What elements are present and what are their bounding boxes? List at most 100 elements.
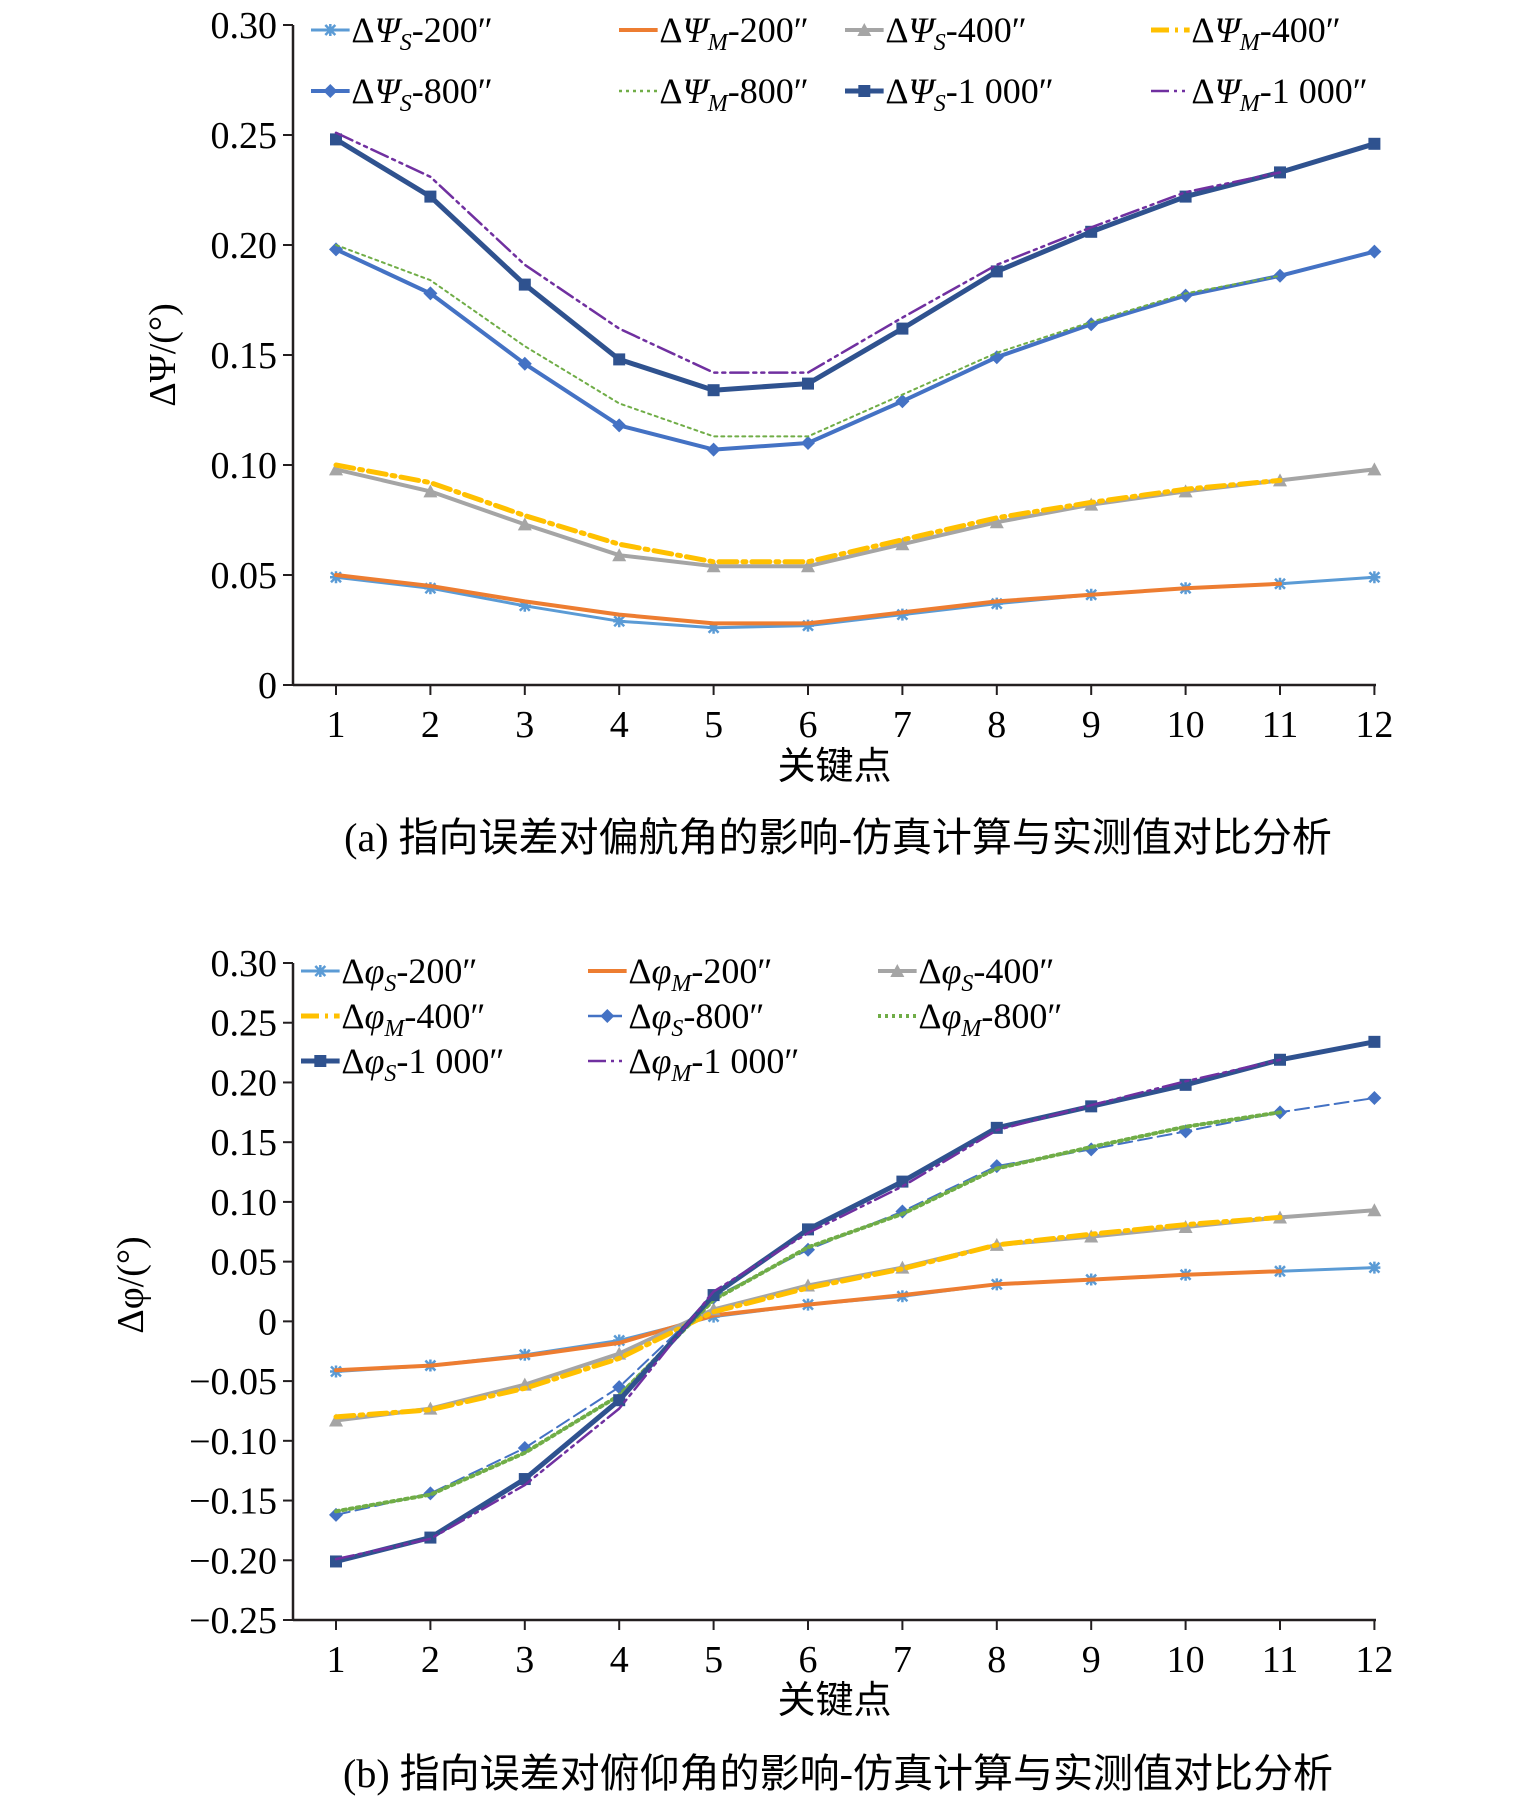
x-tick-label: 1 xyxy=(327,1639,346,1681)
x-tick-label: 8 xyxy=(987,704,1006,746)
series-b-1 xyxy=(334,1269,1282,1373)
data-point xyxy=(1367,462,1382,476)
legend-item: ΔφM-800″ xyxy=(878,996,1062,1042)
series-line xyxy=(335,244,1281,438)
legend-item: ΔΨM-1 000″ xyxy=(1151,71,1368,117)
series-a-0 xyxy=(330,571,1381,634)
data-point xyxy=(707,1289,720,1302)
data-point xyxy=(1084,317,1099,332)
legend-item: ΔφM-200″ xyxy=(588,951,772,997)
legend-label: ΔφM-200″ xyxy=(628,951,772,997)
chart-a-yaw-angle: 00.050.100.150.200.250.301 2 3 4 5 6 7 8 9 10 11 12… xyxy=(142,5,1393,788)
y-tick-label: 0.15 xyxy=(211,335,278,377)
y-tick-label: 0.05 xyxy=(211,555,278,597)
series-line xyxy=(333,1039,1377,1564)
x-tick-label: 4 xyxy=(610,704,629,746)
data-point xyxy=(706,442,721,457)
data-point xyxy=(802,377,814,390)
series-line xyxy=(333,1214,1283,1420)
legend-label: ΔΨS-200″ xyxy=(351,10,492,56)
series-line xyxy=(333,462,1283,565)
data-point xyxy=(613,1334,626,1347)
legend-marker xyxy=(323,84,338,98)
x-tick-label: 10 xyxy=(1167,1639,1205,1681)
legend-label: ΔΨS-1 000″ xyxy=(885,71,1053,117)
legend-label: ΔΨS-800″ xyxy=(351,71,492,117)
caption-b: (b) 指向误差对俯仰角的影响-仿真计算与实测值对比分析 xyxy=(343,1751,1333,1796)
series-line xyxy=(334,1266,1376,1373)
legend-marker xyxy=(324,24,337,36)
legend: ΔφS-200″ ΔφM-200″ ΔφS-400″ ΔφM-400″ ΔφS-800″… xyxy=(301,951,1062,1087)
x-tick-label: 7 xyxy=(893,704,912,746)
legend-item: ΔφS-1 000″ xyxy=(301,1041,504,1087)
data-point xyxy=(613,615,626,628)
data-point xyxy=(517,356,532,371)
series-a-5 xyxy=(335,244,1281,438)
y-tick-label: −0.05 xyxy=(189,1361,277,1403)
y-tick-label: 0.25 xyxy=(211,1003,278,1045)
data-point xyxy=(1367,244,1382,259)
data-point xyxy=(989,515,1004,529)
legend-item: ΔΨS-400″ xyxy=(845,10,1027,56)
y-tick-label: 0.05 xyxy=(211,1242,278,1284)
chart-b-pitch-angle: −0.25 −0.20 −0.15 −0.10 −0.05 0 0.05 0.10 0.15 0.… xyxy=(110,943,1393,1722)
series-line xyxy=(334,1208,1377,1423)
series-line xyxy=(335,1097,1376,1516)
series-b-5 xyxy=(334,1110,1282,1514)
x-tick-label: 10 xyxy=(1167,704,1205,746)
x-tick-label: 8 xyxy=(987,1639,1006,1681)
y-tick-label: −0.20 xyxy=(189,1540,277,1582)
x-tick-label: 3 xyxy=(515,1639,534,1681)
series-b-7 xyxy=(334,1058,1282,1561)
data-point xyxy=(801,436,815,450)
legend-label: ΔΨM-1 000″ xyxy=(1191,71,1367,117)
x-tick-label: 9 xyxy=(1082,1639,1101,1681)
legend-label: ΔφM-400″ xyxy=(341,996,485,1042)
legend-label: ΔφS-1 000″ xyxy=(341,1041,504,1087)
y-tick-label: 0.30 xyxy=(211,943,278,985)
x-tick-label: 11 xyxy=(1262,1639,1299,1681)
legend-item: ΔΨS-200″ xyxy=(311,10,493,56)
data-point xyxy=(896,322,909,335)
x-axis-title: 关键点 xyxy=(777,746,891,788)
data-point xyxy=(423,484,438,498)
data-point xyxy=(1368,571,1381,584)
x-tick-label: 2 xyxy=(421,704,440,746)
legend-marker xyxy=(314,1055,327,1067)
series-line xyxy=(334,1269,1282,1373)
caption-a: (a) 指向误差对偏航角的影响-仿真计算与实测值对比分析 xyxy=(344,815,1332,860)
data-point xyxy=(329,462,343,476)
legend-label: ΔΨM-200″ xyxy=(659,10,808,56)
legend-item: ΔΨS-800″ xyxy=(311,71,493,117)
y-tick-label: 0.30 xyxy=(211,5,278,47)
x-tick-label: 9 xyxy=(1082,704,1101,746)
data-point xyxy=(518,599,531,612)
legend-label: ΔφS-200″ xyxy=(341,951,477,997)
data-point xyxy=(518,1473,531,1486)
series-b-4 xyxy=(329,1090,1382,1522)
legend-label: ΔΨM-400″ xyxy=(1191,10,1340,56)
legend: ΔΨS-200″ ΔΨM-200″ ΔΨS-400″ ΔΨM-400″ ΔΨS-800″… xyxy=(311,10,1368,117)
data-point xyxy=(990,1121,1003,1134)
data-point xyxy=(612,548,627,562)
data-point xyxy=(802,619,814,632)
data-point xyxy=(801,559,815,573)
data-point xyxy=(1178,288,1193,303)
legend-label: ΔφM-800″ xyxy=(918,996,1062,1042)
data-point xyxy=(1368,137,1381,150)
y-tick-label: −0.15 xyxy=(189,1481,277,1523)
data-point xyxy=(707,621,720,634)
legend-item: ΔΨM-200″ xyxy=(619,10,809,56)
data-point xyxy=(1368,1261,1381,1274)
series-a-2 xyxy=(329,462,1382,573)
legend-item: ΔφM-400″ xyxy=(301,996,485,1042)
series-a-1 xyxy=(334,573,1282,626)
series-b-6 xyxy=(330,1035,1381,1568)
data-point xyxy=(895,394,910,409)
series-a-4 xyxy=(329,242,1382,457)
y-tick-label: 0.10 xyxy=(211,1182,278,1224)
y-tick-label: 0.20 xyxy=(211,1062,278,1104)
y-tick-label: 0 xyxy=(258,1301,277,1343)
legend-marker xyxy=(857,23,872,36)
series-line xyxy=(334,131,1282,374)
